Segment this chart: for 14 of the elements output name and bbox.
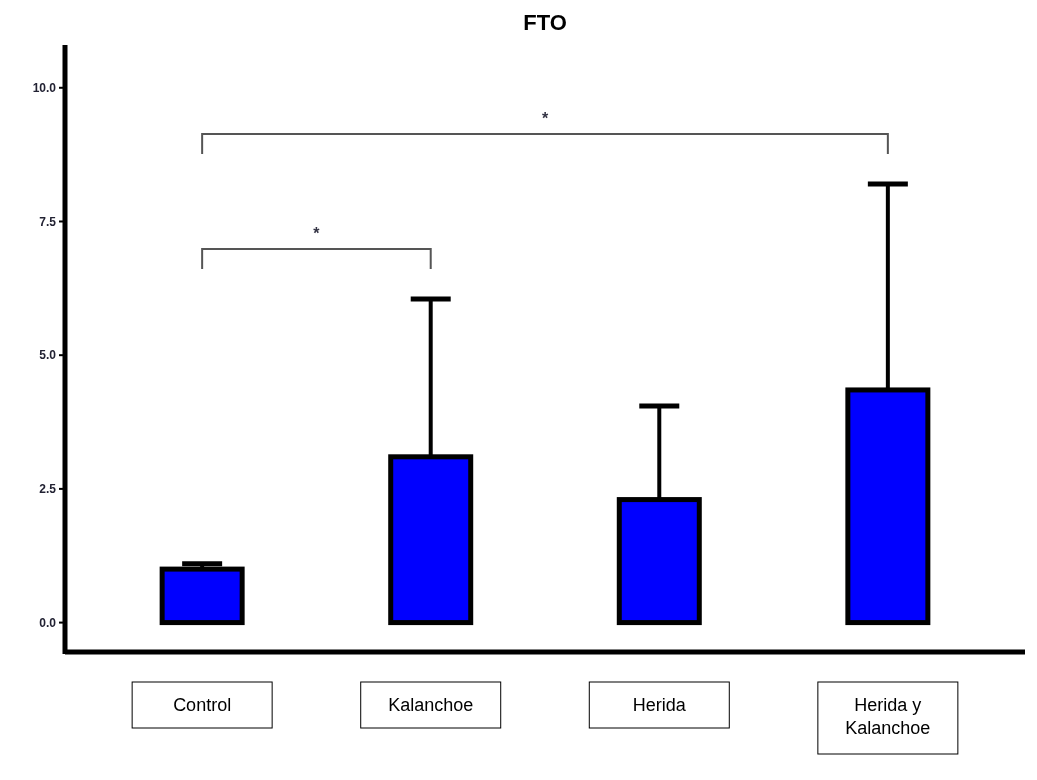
y-tick-label: 2.5 [39, 482, 57, 497]
chart-title: FTO [523, 10, 567, 35]
x-tick-label: Control [173, 694, 232, 715]
annotation: * [541, 110, 549, 128]
significance-bracket: * [201, 110, 889, 156]
y-tick-label: 10.0 [32, 80, 57, 95]
annotation: * [313, 225, 321, 243]
x-tick-label: Herida [632, 694, 687, 715]
x-tick-label: Herida y Kalanchoe [845, 694, 931, 739]
y-tick-label: 5.0 [39, 348, 57, 363]
significance-bracket: * [201, 225, 432, 271]
x-tick-label: Kalanchoe [388, 694, 474, 715]
y-tick-label: 0.0 [39, 615, 57, 630]
y-tick-label: 7.5 [39, 214, 57, 229]
